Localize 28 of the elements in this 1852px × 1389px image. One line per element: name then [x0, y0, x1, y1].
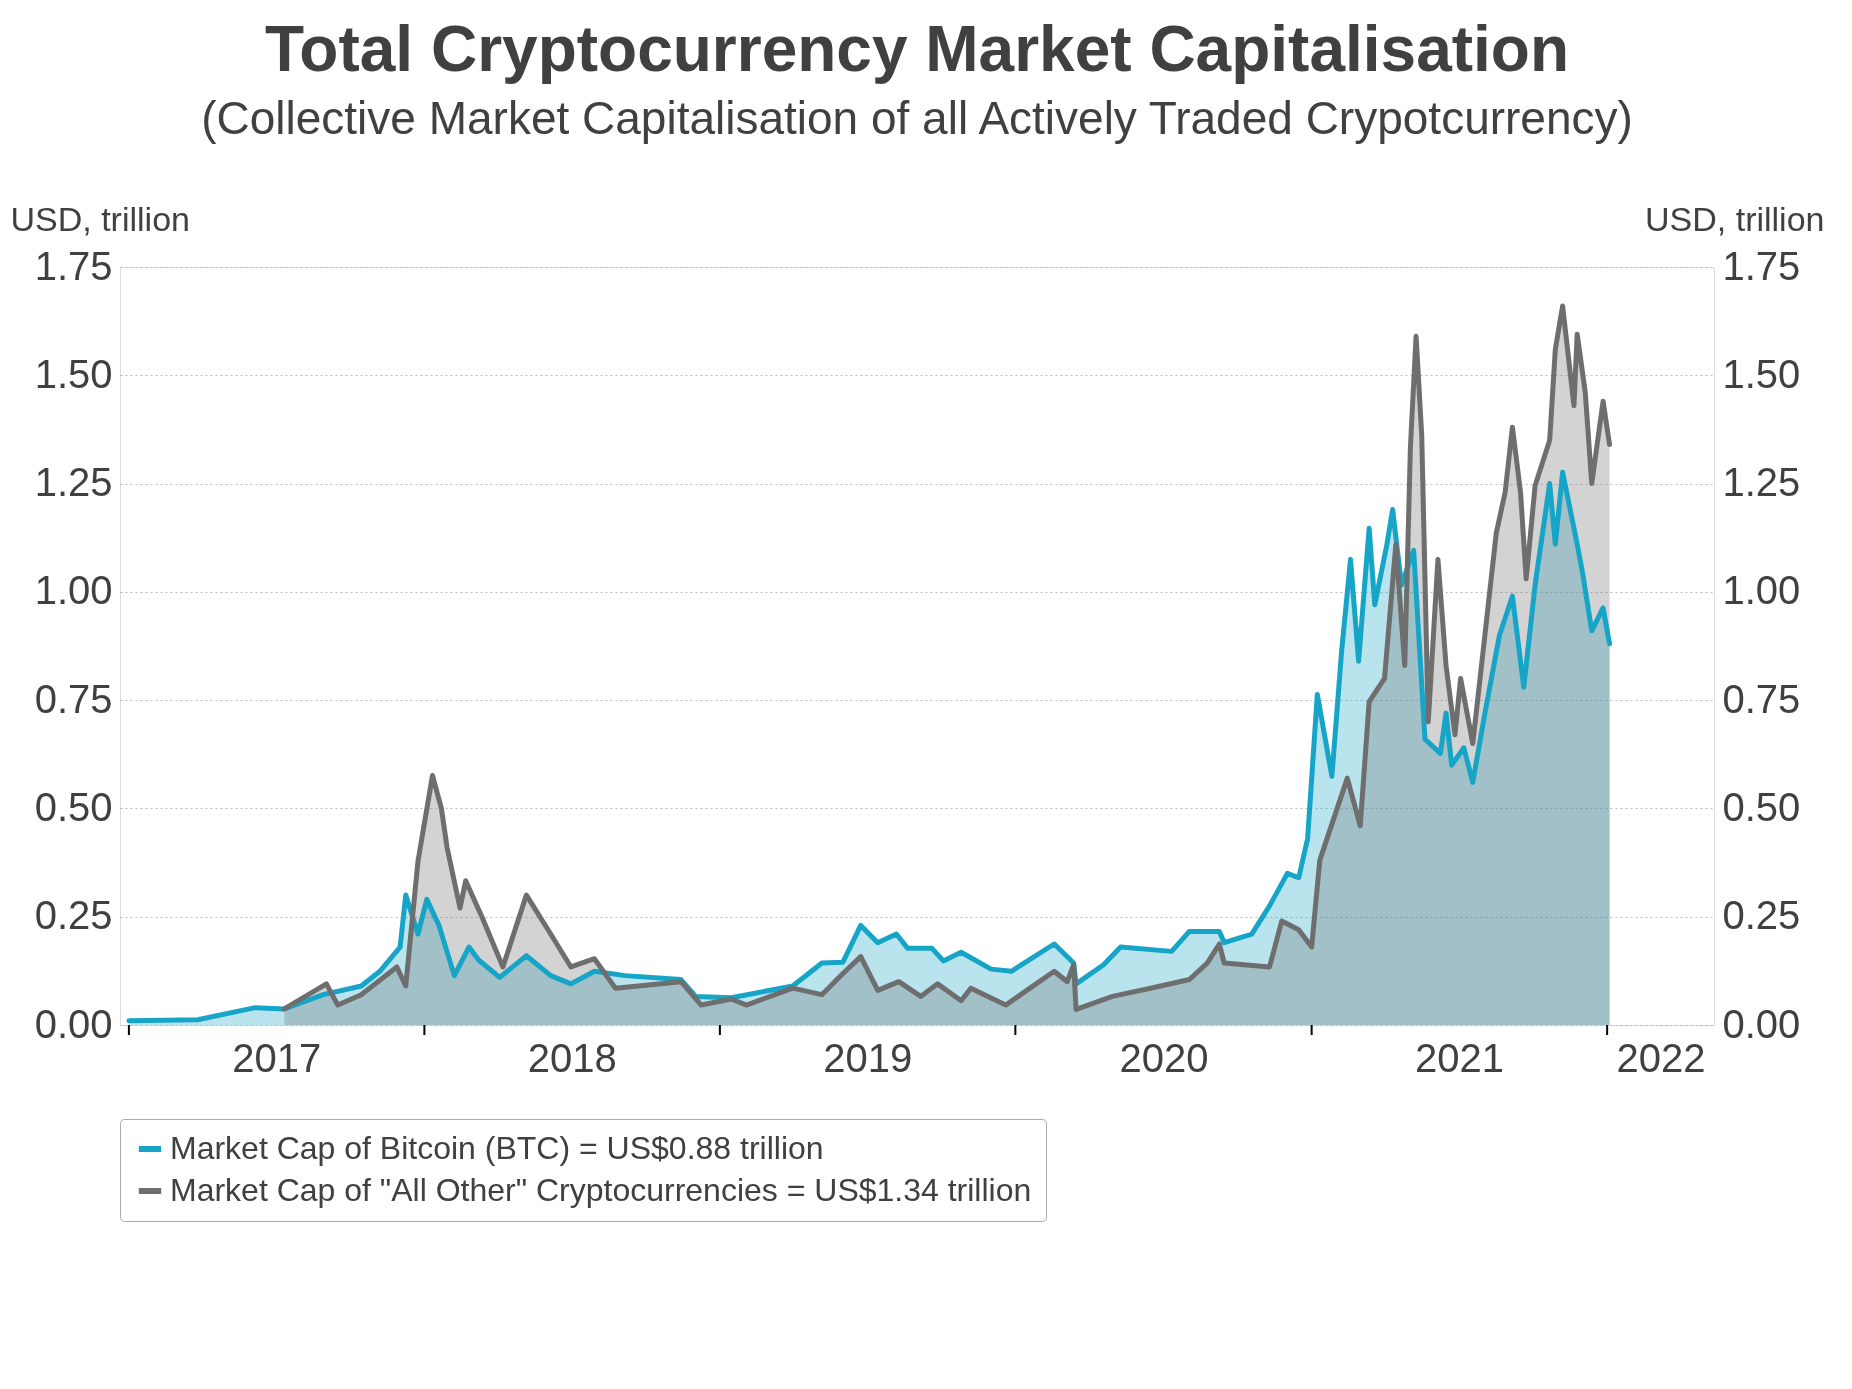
y2-axis-title: USD, trillion: [1645, 199, 1825, 238]
legend-label: Market Cap of Bitcoin (BTC) = US$0.88 trillion: [170, 1130, 824, 1166]
x-tick-label: 2017: [232, 1035, 322, 1080]
y2-tick-label: 0.25: [1722, 893, 1801, 938]
x-tick-label: 2018: [527, 1035, 617, 1080]
y2-tick-label: 1.50: [1722, 351, 1801, 396]
y2-tick-label: 0.50: [1722, 784, 1801, 829]
y-tick-label: 1.00: [34, 568, 113, 613]
y2-tick-label: 1.25: [1722, 460, 1801, 505]
legend-label: Market Cap of "All Other" Cryptocurrencies = US$1.34 trillion: [170, 1172, 1032, 1208]
y-tick-label: 1.50: [34, 351, 113, 396]
chart-title: Total Cryptocurrency Market Capitalisation: [265, 13, 1569, 85]
x-tick-label: 2021: [1415, 1035, 1504, 1080]
chart-subtitle: (Collective Market Capitalisation of all Actively Traded Crypotcurrency): [201, 92, 1633, 144]
y-tick-label: 0.25: [34, 893, 113, 938]
y-tick-label: 1.25: [34, 460, 113, 505]
x-tick-label: 2019: [823, 1035, 913, 1080]
y-tick-label: 0.50: [34, 784, 113, 829]
y-tick-label: 0.75: [34, 676, 113, 721]
y-tick-label: 0.00: [34, 1001, 113, 1046]
y2-tick-label: 0.00: [1722, 1001, 1801, 1046]
x-tick-label: 2022: [1616, 1035, 1706, 1080]
y2-tick-label: 1.75: [1722, 243, 1801, 288]
y2-tick-label: 0.75: [1722, 676, 1801, 721]
x-tick-label: 2020: [1119, 1035, 1209, 1080]
y2-tick-label: 1.00: [1722, 568, 1801, 613]
y-tick-label: 1.75: [34, 243, 113, 288]
y-axis-title: USD, trillion: [10, 199, 190, 238]
